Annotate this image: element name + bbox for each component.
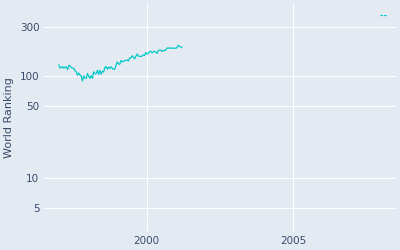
Y-axis label: World Ranking: World Ranking — [4, 77, 14, 158]
Text: --: -- — [380, 11, 390, 20]
